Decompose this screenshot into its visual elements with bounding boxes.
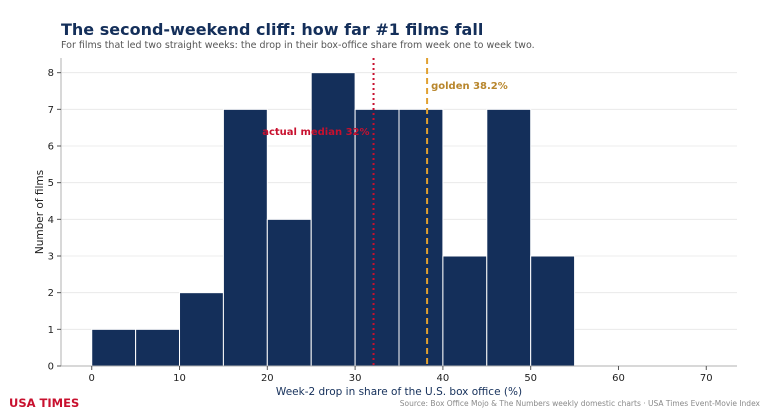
- chart-title: The second-weekend cliff: how far #1 fil…: [61, 20, 484, 39]
- x-tick-label: 60: [612, 373, 625, 384]
- median-label: actual median 32%: [262, 127, 369, 138]
- histogram-bar: [354, 108, 400, 367]
- source-note: Source: Box Office Mojo & The Numbers we…: [399, 399, 760, 408]
- y-tick-label: 7: [48, 105, 54, 116]
- chart-subtitle: For films that led two straight weeks: t…: [61, 40, 535, 51]
- histogram-bar: [442, 255, 488, 367]
- histogram-bar: [310, 72, 356, 367]
- x-axis-label: Week-2 drop in share of the U.S. box off…: [276, 386, 522, 398]
- y-tick-label: 1: [48, 325, 54, 336]
- y-tick-label: 0: [48, 362, 54, 373]
- histogram-bar: [266, 218, 312, 367]
- x-tick-label: 30: [349, 373, 362, 384]
- y-tick-label: 5: [48, 178, 54, 189]
- brand-logo: USA TIMES: [9, 396, 80, 410]
- y-tick-label: 8: [48, 68, 54, 79]
- y-axis-label: Number of films: [34, 170, 46, 254]
- y-tick-label: 6: [48, 142, 54, 153]
- x-tick-label: 20: [261, 373, 274, 384]
- histogram-bar: [486, 108, 532, 367]
- x-tick-label: 10: [173, 373, 186, 384]
- y-tick-label: 4: [48, 215, 54, 226]
- golden-ratio-label: golden 38.2%: [431, 81, 508, 92]
- histogram-bar: [222, 108, 268, 367]
- histogram-bar: [135, 328, 181, 367]
- x-tick-label: 0: [89, 373, 95, 384]
- x-tick-label: 50: [524, 373, 537, 384]
- x-tick-label: 70: [700, 373, 713, 384]
- x-tick-label: 40: [437, 373, 450, 384]
- histogram-bar: [179, 292, 224, 367]
- y-tick-label: 3: [48, 252, 54, 263]
- histogram-bar: [398, 108, 444, 367]
- histogram-bar: [91, 328, 137, 367]
- histogram-bar: [530, 255, 576, 367]
- y-tick-label: 2: [48, 288, 54, 299]
